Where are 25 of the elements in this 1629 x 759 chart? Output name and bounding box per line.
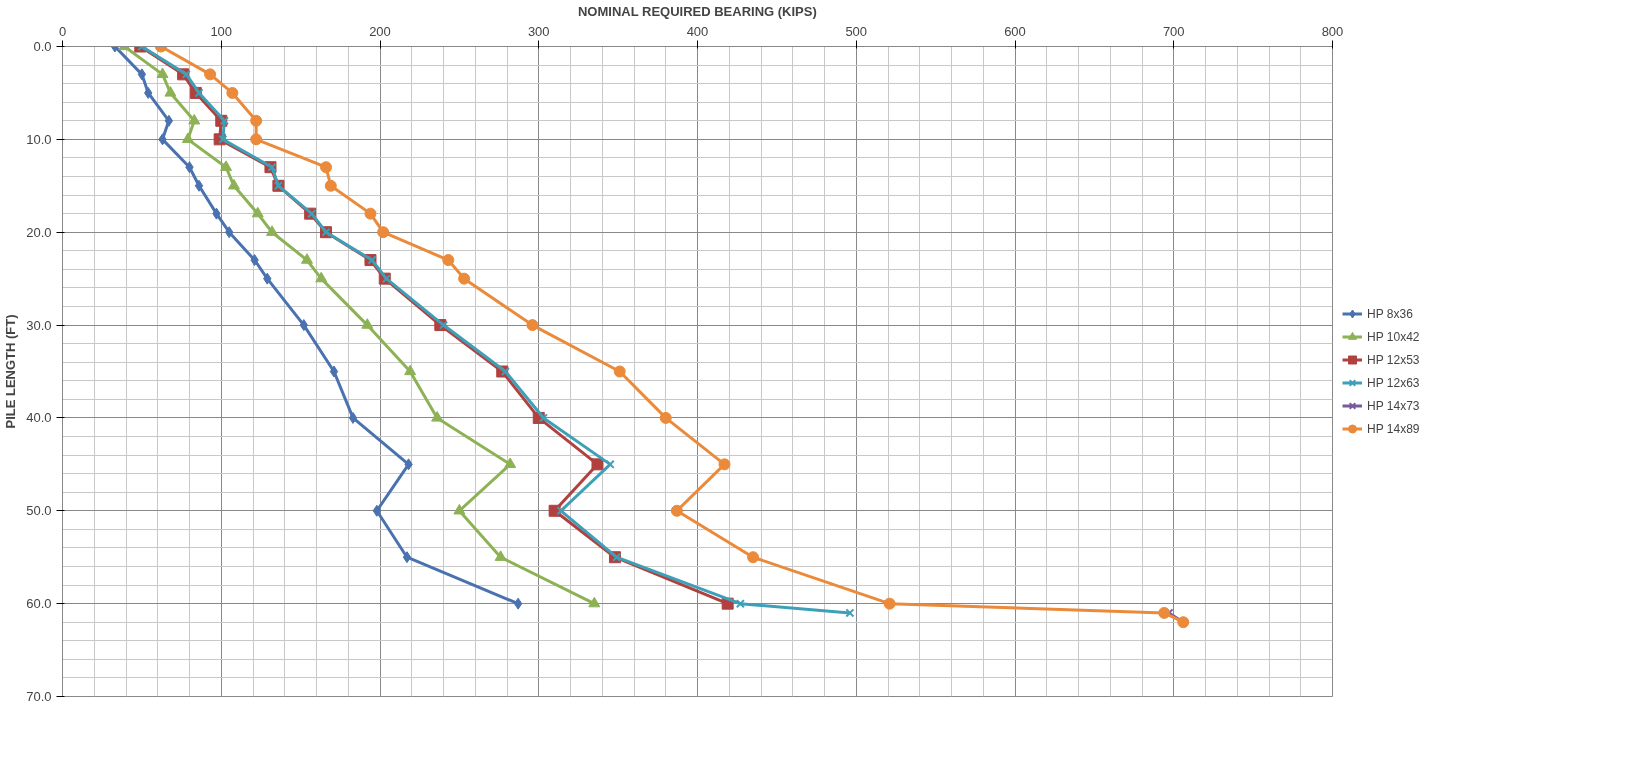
x-tick-label: 600 (1004, 23, 1026, 39)
x-tick-label: 800 (1321, 23, 1344, 39)
x-tick-label: 500 (845, 23, 868, 39)
y-tick-label: 50.0 (26, 503, 52, 519)
x-tick-label: 400 (686, 23, 709, 39)
y-tick-label: 40.0 (26, 410, 52, 426)
y-tick-label: 20.0 (26, 224, 52, 240)
y-tick-label: 0.0 (33, 39, 52, 54)
x-axis-title: NOMINAL REQUIRED BEARING (KIPS) (577, 3, 817, 19)
y-tick-label: 60.0 (26, 596, 52, 612)
y-tick-label: 10.0 (26, 131, 52, 147)
x-tick-label: 200 (369, 23, 391, 39)
x-tick-label: 700 (1162, 23, 1185, 39)
y-tick-label: 30.0 (26, 317, 52, 333)
legend-label: HP 12x63 (1367, 375, 1420, 390)
y-axis-title: PILE LENGTH (FT) (3, 314, 19, 429)
legend-label: HP 10x42 (1367, 329, 1420, 344)
legend-label: HP 14x73 (1367, 398, 1420, 413)
x-tick-label: 100 (210, 23, 233, 39)
legend-label: HP 14x89 (1367, 421, 1420, 436)
x-tick-label: 300 (527, 23, 550, 39)
x-tick-label: 0 (58, 23, 67, 39)
legend-label: HP 8x36 (1367, 306, 1413, 321)
legend-label: HP 12x53 (1367, 352, 1420, 367)
y-tick-label: 70.0 (26, 689, 52, 704)
